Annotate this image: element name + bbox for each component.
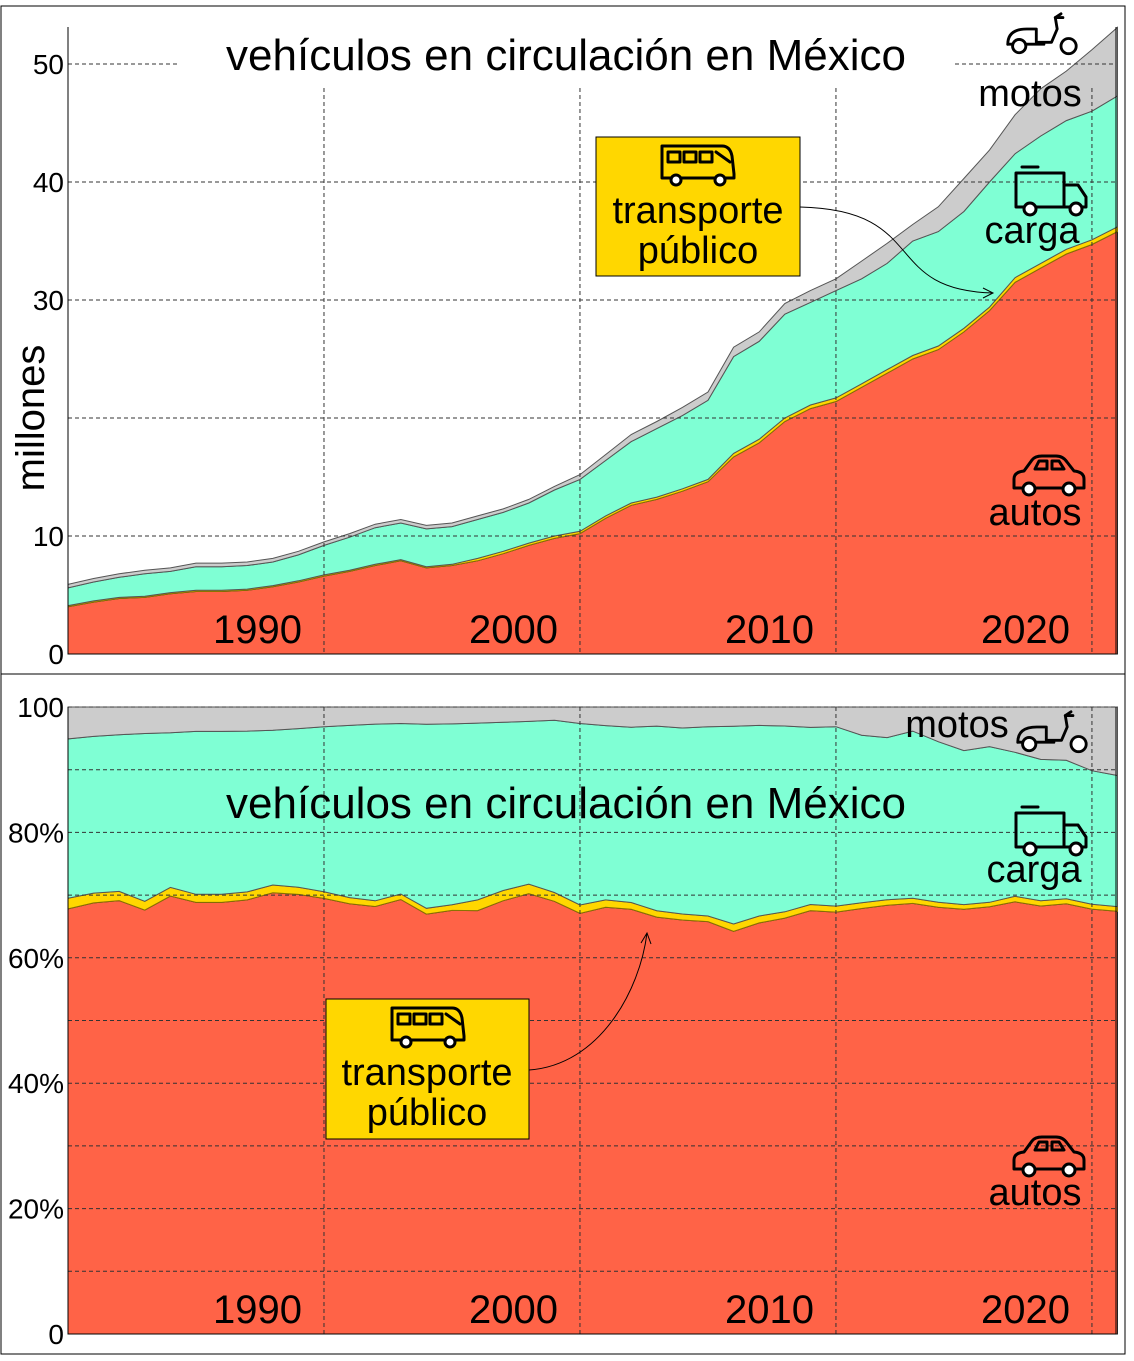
y-tick-label: 40% bbox=[8, 1068, 64, 1099]
area-autos bbox=[67, 892, 1118, 1335]
annotation-line1-bottom: transporte bbox=[341, 1052, 512, 1094]
x-tick-label: 2010 bbox=[725, 608, 814, 652]
x-tick-label: 2020 bbox=[981, 1288, 1070, 1332]
arrowhead-icon bbox=[982, 287, 995, 299]
label-motos-bottom: motos bbox=[905, 704, 1008, 746]
y-tick-label: 40 bbox=[33, 167, 64, 198]
top-chart-grid bbox=[67, 27, 1117, 655]
y-tick-label: 100 bbox=[17, 692, 64, 723]
y-tick-label: 60% bbox=[8, 943, 64, 974]
y-tick-label: 30 bbox=[33, 285, 64, 316]
label-motos-top: motos bbox=[978, 73, 1081, 115]
annotation-arrow-top bbox=[799, 206, 994, 294]
x-tick-label: 2000 bbox=[469, 608, 558, 652]
y-tick-label: 80% bbox=[8, 817, 64, 848]
title-background bbox=[182, 26, 954, 84]
label-autos-top: autos bbox=[989, 492, 1082, 534]
annotation-line1-top: transporte bbox=[612, 190, 783, 232]
bottom-chart-grid bbox=[67, 706, 1117, 1335]
top-chart-title: vehículos en circulación en México bbox=[226, 31, 906, 80]
x-tick-label: 2000 bbox=[469, 1288, 558, 1332]
arrowhead-icon bbox=[640, 931, 652, 945]
annotation-box-top bbox=[595, 136, 801, 277]
y-tick-label: 10 bbox=[33, 521, 64, 552]
x-tick-label: 2020 bbox=[981, 608, 1070, 652]
annotation-line2-bottom: público bbox=[367, 1092, 487, 1134]
label-carga-bottom: carga bbox=[986, 849, 1082, 891]
top-x-ticks: 1990 2000 2010 2020 bbox=[213, 608, 1070, 652]
bottom-chart-title: vehículos en circulación en México bbox=[226, 779, 906, 828]
label-autos-bottom: autos bbox=[989, 1172, 1082, 1214]
y-tick-label: 0 bbox=[48, 1319, 64, 1350]
annotation-line2-top: público bbox=[638, 230, 758, 272]
top-y-ticks: 0 10 30 40 50 bbox=[33, 49, 64, 670]
annotation-arrow-bottom bbox=[528, 932, 648, 1071]
x-tick-label: 2010 bbox=[725, 1288, 814, 1332]
y-tick-label: 0 bbox=[48, 639, 64, 670]
y-tick-label: 20% bbox=[8, 1194, 64, 1225]
x-tick-label: 1990 bbox=[213, 608, 302, 652]
bottom-y-ticks: 0 20% 40% 60% 80% 100 bbox=[8, 692, 64, 1350]
area-motos bbox=[67, 26, 1118, 589]
label-carga-top: carga bbox=[984, 210, 1080, 252]
bottom-x-ticks: 1990 2000 2010 2020 bbox=[213, 1288, 1070, 1332]
y-axis-label: millones bbox=[9, 345, 53, 492]
x-tick-label: 1990 bbox=[213, 1288, 302, 1332]
y-tick-label: 50 bbox=[33, 49, 64, 80]
